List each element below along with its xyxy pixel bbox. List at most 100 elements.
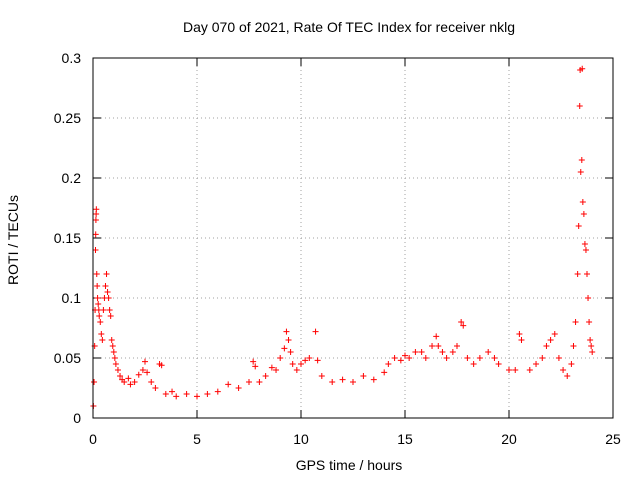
data-point xyxy=(429,343,436,349)
data-point xyxy=(582,247,589,253)
data-point xyxy=(106,307,113,313)
data-point xyxy=(422,355,429,361)
data-point xyxy=(125,375,132,382)
data-point xyxy=(214,388,221,395)
data-point xyxy=(268,364,275,371)
x-tick-label: 5 xyxy=(193,431,201,447)
data-point xyxy=(117,373,124,379)
data-point xyxy=(91,379,98,385)
data-point xyxy=(370,376,377,383)
x-tick-label: 0 xyxy=(89,431,97,447)
data-point xyxy=(121,379,128,385)
data-point xyxy=(589,349,596,355)
data-point xyxy=(526,367,533,373)
data-point xyxy=(460,322,467,329)
data-point xyxy=(406,355,413,361)
data-point xyxy=(435,343,442,349)
data-point xyxy=(183,391,190,397)
data-point xyxy=(495,361,502,367)
data-point xyxy=(262,373,269,379)
data-point xyxy=(458,319,465,325)
data-point xyxy=(350,379,356,385)
data-point xyxy=(287,349,294,355)
data-point xyxy=(104,289,111,295)
data-point xyxy=(98,331,105,337)
data-point xyxy=(102,283,109,289)
data-point xyxy=(397,357,404,364)
data-point xyxy=(555,355,562,361)
data-point xyxy=(506,367,512,373)
y-tick-label: 0.15 xyxy=(54,230,81,246)
data-point xyxy=(283,328,290,335)
data-point xyxy=(577,169,584,175)
data-point xyxy=(578,157,585,163)
data-point xyxy=(250,358,257,365)
data-point xyxy=(92,231,99,238)
data-point xyxy=(273,367,280,373)
data-point xyxy=(194,393,200,400)
data-point xyxy=(470,361,477,367)
data-point xyxy=(277,355,284,361)
data-point xyxy=(148,379,155,385)
data-point xyxy=(97,319,104,325)
data-point xyxy=(339,376,346,383)
x-tick-labels: 0 5 10 15 20 25 xyxy=(89,431,621,447)
y-tick-label: 0.1 xyxy=(62,290,82,306)
x-tick-label: 20 xyxy=(501,431,517,447)
data-point xyxy=(476,355,483,361)
data-point xyxy=(108,337,115,343)
data-point xyxy=(142,358,148,365)
data-point xyxy=(135,371,142,378)
y-tick-label: 0.25 xyxy=(54,110,81,126)
data-point xyxy=(516,331,523,337)
data-point xyxy=(131,379,138,385)
data-point xyxy=(512,367,519,373)
plot-frame xyxy=(92,57,614,419)
data-point xyxy=(314,357,321,364)
data-point xyxy=(96,313,103,319)
data-point xyxy=(402,352,408,359)
data-point xyxy=(547,337,554,343)
y-axis-label: ROTI / TECUs xyxy=(5,195,21,285)
data-point xyxy=(575,223,582,229)
data-point xyxy=(418,349,425,355)
data-point xyxy=(585,295,592,301)
data-point xyxy=(127,381,134,388)
data-point xyxy=(111,355,118,361)
data-point xyxy=(246,379,252,385)
x-tick-label: 15 xyxy=(397,431,413,447)
y-tick-label: 0.05 xyxy=(54,350,81,366)
data-point xyxy=(579,199,586,205)
data-point xyxy=(281,345,288,352)
y-tick-label: 0 xyxy=(73,410,81,426)
data-point xyxy=(144,369,151,376)
data-point xyxy=(329,379,336,385)
data-point xyxy=(551,331,558,337)
data-point xyxy=(439,349,446,355)
data-point xyxy=(252,363,259,370)
data-point xyxy=(587,337,594,343)
data-point xyxy=(107,313,114,319)
data-point xyxy=(93,271,100,277)
data-point xyxy=(285,337,292,343)
y-tick-labels: 0 0.05 0.1 0.15 0.2 0.25 0.3 xyxy=(54,50,81,426)
data-point xyxy=(576,103,583,109)
data-point xyxy=(95,301,102,307)
data-point xyxy=(105,295,112,301)
data-point xyxy=(433,333,440,340)
data-point xyxy=(152,385,159,391)
data-point xyxy=(533,361,540,367)
data-point xyxy=(518,337,525,343)
data-point xyxy=(564,373,571,379)
x-tick-label: 10 xyxy=(293,431,309,447)
data-point xyxy=(560,367,567,373)
data-point xyxy=(580,211,587,217)
data-point xyxy=(449,349,456,355)
data-point xyxy=(99,337,106,343)
data-point xyxy=(139,367,146,373)
data-point xyxy=(588,343,595,349)
data-point xyxy=(225,381,232,388)
data-point xyxy=(491,355,498,361)
data-point xyxy=(539,355,546,361)
